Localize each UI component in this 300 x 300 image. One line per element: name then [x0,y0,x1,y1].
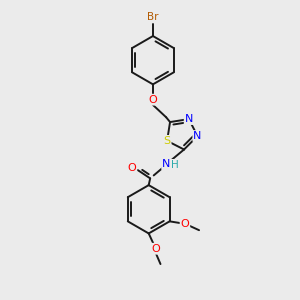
Text: N: N [185,114,193,124]
Text: O: O [152,244,161,254]
Text: S: S [164,136,171,146]
Text: H: H [171,160,178,170]
Text: Br: Br [147,12,159,22]
Text: O: O [148,94,157,105]
Text: O: O [181,219,189,229]
Text: N: N [193,131,202,141]
Text: O: O [128,163,136,173]
Text: N: N [162,159,171,169]
